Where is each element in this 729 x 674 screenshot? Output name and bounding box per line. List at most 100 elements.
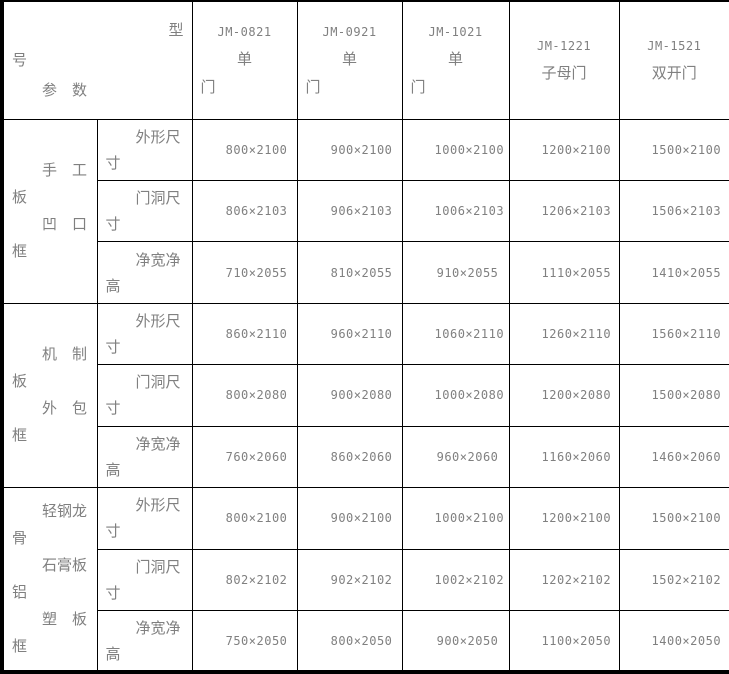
value-cell: 1502×2102 xyxy=(618,548,729,612)
group-label: 机 制板 外 包框 xyxy=(1,302,98,489)
value-cell: 900×2100 xyxy=(296,118,403,181)
column-header: JM-1221 子母门 xyxy=(508,0,620,120)
value-cell: 800×2080 xyxy=(191,364,298,427)
param-label-line: 高 xyxy=(105,460,121,479)
value-cell: 1006×2103 xyxy=(401,179,510,243)
value-cell: 800×2050 xyxy=(296,610,403,673)
group-label-line: 板 xyxy=(12,188,28,207)
group-label-line: 塑 板 xyxy=(12,610,88,629)
value-cell: 1000×2100 xyxy=(401,118,510,181)
group-label-line: 手 工 xyxy=(12,161,88,180)
model-code: JM-0921 xyxy=(322,25,377,40)
group-label: 轻钢龙骨 石膏板铝 塑 板框 xyxy=(1,487,98,673)
value-cell: 710×2055 xyxy=(191,241,298,304)
param-label-line: 门洞尺 xyxy=(105,557,181,576)
value-cell: 860×2060 xyxy=(296,425,403,489)
value-cell: 802×2102 xyxy=(191,548,298,612)
param-label-line: 高 xyxy=(105,644,121,663)
value-cell: 1202×2102 xyxy=(508,548,620,612)
group-label-line: 外 包 xyxy=(12,399,88,418)
value-cell: 900×2080 xyxy=(296,364,403,427)
param-label: 外形尺寸 xyxy=(96,118,193,181)
param-label-line: 门洞尺 xyxy=(105,373,181,392)
model-code: JM-1521 xyxy=(647,39,702,54)
table-row: 净宽净高 710×2055 810×2055 910×2055 1110×2055 141… xyxy=(2,241,729,304)
value-cell: 1060×2110 xyxy=(401,302,510,366)
group-label: 手 工板 凹 口框 xyxy=(1,118,98,304)
door-type-label: 单 xyxy=(342,50,358,69)
group-label-line: 凹 口 xyxy=(12,215,88,234)
value-cell: 800×2100 xyxy=(191,118,298,181)
value-cell: 1200×2100 xyxy=(508,118,620,181)
value-cell: 1500×2100 xyxy=(618,118,729,181)
value-cell: 860×2110 xyxy=(191,302,298,366)
value-cell: 1500×2080 xyxy=(618,364,729,427)
column-header: JM-1521 双开门 xyxy=(618,0,729,120)
value-cell: 1560×2110 xyxy=(618,302,729,366)
value-cell: 1260×2110 xyxy=(508,302,620,366)
group-label-line: 石膏板 xyxy=(12,556,88,575)
param-label: 门洞尺寸 xyxy=(96,179,193,243)
table-row: 门洞尺寸 802×2102 902×2102 1002×2102 1202×2102 15… xyxy=(2,548,729,612)
value-cell: 806×2103 xyxy=(191,179,298,243)
table-row: 净宽净高 760×2060 860×2060 960×2060 1160×2060 146… xyxy=(2,425,729,489)
value-cell: 1000×2100 xyxy=(401,487,510,550)
param-label-line: 寸 xyxy=(105,522,121,541)
corner-model-word-line2: 号 xyxy=(12,51,28,70)
door-type-label: 单 xyxy=(448,50,464,69)
value-cell: 750×2050 xyxy=(191,610,298,673)
param-label-line: 寸 xyxy=(105,153,121,172)
value-cell: 1506×2103 xyxy=(618,179,729,243)
param-label-line: 门洞尺 xyxy=(105,189,181,208)
param-label: 门洞尺寸 xyxy=(96,548,193,612)
header-row: 型 号 参 数 JM-0821 单门 JM-0921 单门 JM-1021 单门 JM-12… xyxy=(1,0,729,120)
group-label-line: 机 制 xyxy=(12,345,88,364)
group-label-line: 框 xyxy=(12,426,28,445)
value-cell: 1200×2100 xyxy=(508,487,620,550)
value-cell: 1460×2060 xyxy=(618,425,729,489)
value-cell: 1200×2080 xyxy=(508,364,620,427)
table-row: 净宽净高 750×2050 800×2050 900×2050 1100×2050 140… xyxy=(2,610,729,673)
table-row: 机 制板 外 包框 外形尺寸 860×2110 960×2110 1060×2110 1… xyxy=(1,302,729,489)
corner-header: 型 号 参 数 xyxy=(1,0,193,120)
table-row: 轻钢龙骨 石膏板铝 塑 板框 外形尺寸 800×2100 900×2100 1000×… xyxy=(1,487,729,673)
model-code: JM-1221 xyxy=(536,39,592,54)
value-cell: 1400×2050 xyxy=(618,610,729,673)
column-header: JM-0821 单门 xyxy=(191,0,298,120)
door-type-label: 子母门 xyxy=(541,64,587,83)
door-type-label: 双开门 xyxy=(651,64,697,83)
param-label-line: 净宽净 xyxy=(105,250,181,269)
param-label: 净宽净高 xyxy=(96,425,193,489)
table-body: 手 工板 凹 口框 外形尺寸 800×2100 900×2100 1000×2100 1… xyxy=(1,118,729,673)
value-cell: 1002×2102 xyxy=(401,548,510,612)
table-row: 门洞尺寸 806×2103 906×2103 1006×2103 1206×2103 15… xyxy=(2,179,729,243)
value-cell: 900×2050 xyxy=(401,610,510,673)
column-header: JM-0921 单门 xyxy=(296,0,403,120)
value-cell: 1160×2060 xyxy=(508,425,620,489)
value-cell: 910×2055 xyxy=(401,241,510,304)
door-type-label: 单 xyxy=(237,50,253,69)
value-cell: 760×2060 xyxy=(191,425,298,489)
door-type-label: 门 xyxy=(200,78,216,97)
param-label-line: 外形尺 xyxy=(105,312,181,331)
param-label: 外形尺寸 xyxy=(96,302,193,366)
group-label-line: 框 xyxy=(12,242,28,261)
value-cell: 906×2103 xyxy=(296,179,403,243)
value-cell: 900×2100 xyxy=(296,487,403,550)
door-type-label: 门 xyxy=(410,78,426,97)
param-label-line: 净宽净 xyxy=(105,434,181,453)
value-cell: 810×2055 xyxy=(296,241,403,304)
value-cell: 1110×2055 xyxy=(508,241,620,304)
param-label-line: 寸 xyxy=(105,215,121,234)
value-cell: 1000×2080 xyxy=(401,364,510,427)
group-label-line: 铝 xyxy=(12,583,28,602)
group-label-line: 骨 xyxy=(12,529,28,548)
value-cell: 1206×2103 xyxy=(508,179,620,243)
model-code: JM-0821 xyxy=(217,25,272,40)
table-row: 门洞尺寸 800×2080 900×2080 1000×2080 1200×2080 15… xyxy=(2,364,729,427)
value-cell: 960×2060 xyxy=(401,425,510,489)
param-label-line: 外形尺 xyxy=(105,127,181,146)
param-label: 净宽净高 xyxy=(96,241,193,304)
door-type-label: 门 xyxy=(305,78,321,97)
